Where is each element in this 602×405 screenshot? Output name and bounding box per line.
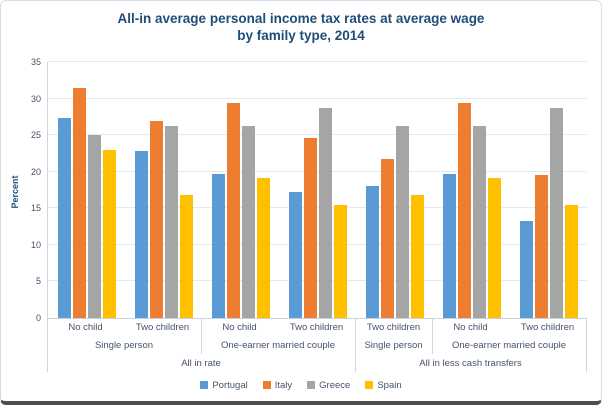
bar-group [510, 62, 587, 318]
bar-spain [564, 205, 578, 318]
legend-swatch-greece [307, 381, 316, 389]
category-cell: Two children [366, 321, 421, 333]
plot-area [47, 61, 587, 319]
gridline [48, 134, 587, 136]
category-cell: Two children [520, 321, 575, 333]
category-cell: Two children [289, 321, 344, 333]
legend-item: Portugal [200, 379, 248, 391]
legend-swatch-portugal [200, 381, 209, 389]
y-tick-label: 20 [30, 166, 41, 177]
legend-label: Italy [274, 379, 293, 391]
category-cell: Single person [94, 339, 154, 351]
gridline [48, 207, 587, 209]
legend-label: Greece [319, 379, 351, 391]
bar-spain [333, 205, 347, 318]
bar-portugal [57, 118, 71, 318]
y-tick-label: 0 [35, 313, 41, 323]
legend-label: Spain [377, 379, 402, 391]
legend-item: Greece [307, 380, 350, 391]
bar-group [48, 62, 125, 318]
gridline [48, 280, 587, 282]
category-row-section: All in rate All in less cash transfers [47, 354, 586, 372]
bar-group [125, 62, 202, 318]
axis-separator [47, 318, 48, 372]
gridline [48, 170, 587, 172]
bar-greece [241, 125, 255, 318]
bar-portugal [365, 186, 379, 318]
bar-italy [457, 102, 471, 318]
bar-greece [164, 125, 178, 318]
axis-separator [432, 318, 433, 354]
y-tick-label: 30 [30, 93, 41, 104]
bar-greece [318, 108, 332, 318]
bar-italy [149, 120, 163, 318]
bar-greece [87, 135, 101, 318]
axis-separator [201, 318, 202, 354]
category-row-children: No child Two children No child Two children… [47, 318, 586, 336]
category-cell: No child [68, 321, 103, 333]
gridline [48, 243, 587, 245]
bar-spain [179, 195, 193, 318]
bar-portugal [211, 173, 225, 318]
bar-spain [256, 177, 270, 318]
category-cell: One-earner married couple [220, 339, 336, 351]
bar-portugal [442, 173, 456, 318]
bar-spain [102, 149, 116, 318]
y-tick-label: 5 [35, 276, 41, 287]
bar-italy [226, 102, 240, 318]
bar-group [433, 62, 510, 318]
legend-swatch-italy [262, 381, 271, 389]
y-tick-label: 10 [30, 239, 41, 250]
bar-greece [549, 108, 563, 318]
bar-italy [534, 175, 548, 318]
bar-italy [72, 87, 86, 318]
legend-item: Spain [365, 379, 402, 391]
y-tick-label: 35 [30, 57, 41, 67]
category-cell: All in rate [181, 357, 221, 369]
axis-separator [586, 318, 587, 372]
bar-spain [410, 195, 424, 318]
category-row-family: Single person One-earner married couple Si… [47, 336, 586, 354]
category-cell: All in less cash transfers [419, 357, 522, 369]
category-axis: No child Two children No child Two children… [47, 318, 587, 372]
bar-spain [487, 177, 501, 318]
axis-separator [355, 318, 356, 372]
bar-greece [472, 125, 486, 318]
bar-italy [303, 138, 317, 318]
bar-portugal [288, 192, 302, 318]
category-cell: One-earner married couple [451, 339, 567, 351]
y-tick-label: 25 [30, 130, 41, 141]
chart-title-line2: by family type, 2014 [237, 28, 365, 43]
bars [48, 62, 587, 318]
category-cell: No child [222, 321, 257, 333]
chart-title: All-in average personal income tax rates… [1, 10, 601, 44]
bar-group [356, 62, 433, 318]
category-cell: No child [453, 321, 488, 333]
legend-swatch-spain [365, 381, 374, 389]
y-tick-label: 15 [30, 203, 41, 214]
legend-item: Italy [262, 379, 293, 391]
bar-greece [395, 125, 409, 318]
category-cell: Single person [364, 339, 423, 351]
chart-title-line1: All-in average personal income tax rates… [117, 11, 485, 26]
legend-label: Portugal [212, 379, 248, 391]
bar-portugal [519, 220, 533, 318]
gridline [48, 61, 587, 62]
category-cell: Two children [135, 321, 190, 333]
bar-italy [380, 158, 394, 318]
gridline [48, 97, 587, 99]
bar-group [279, 62, 356, 318]
legend: Portugal Italy Greece Spain [1, 378, 601, 392]
bar-group [202, 62, 279, 318]
bar-portugal [134, 150, 148, 318]
